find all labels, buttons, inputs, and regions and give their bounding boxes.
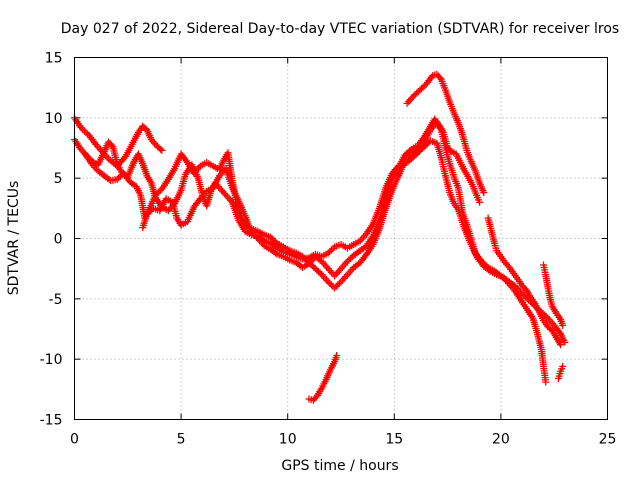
series-track-f — [484, 214, 565, 349]
x-tick-label: 20 — [492, 432, 510, 448]
series-track-g — [540, 261, 567, 329]
chart-title: Day 027 of 2022, Sidereal Day-to-day VTE… — [61, 21, 619, 37]
series-marks — [139, 115, 484, 280]
x-axis-label: GPS time / hours — [281, 458, 398, 474]
y-tick-label: 0 — [54, 232, 63, 248]
tick-layer: 0 5 10 15 20 25 -15 -10 -5 0 5 10 15 — [40, 51, 617, 448]
plot-frame — [74, 57, 608, 420]
x-tick-label: 15 — [385, 432, 403, 448]
series-track-d — [139, 115, 484, 280]
series-marks — [305, 352, 341, 404]
series-track-i — [555, 362, 567, 382]
x-tick-label: 0 — [70, 432, 79, 448]
series-marks — [403, 70, 488, 197]
data-layer — [71, 70, 569, 404]
series-track-h — [305, 352, 341, 404]
series-marks — [484, 214, 565, 349]
y-tick-label: -10 — [40, 352, 63, 368]
x-tick-label: 10 — [279, 432, 297, 448]
y-axis-label: SDTVAR / TECUs — [6, 181, 22, 296]
y-tick-label: 5 — [54, 171, 63, 187]
grid-layer — [74, 57, 608, 420]
x-tick-label: 25 — [599, 432, 617, 448]
series-marks — [555, 362, 567, 382]
series-marks — [540, 261, 567, 329]
y-tick-label: -5 — [49, 292, 63, 308]
series-track-e — [403, 70, 488, 197]
y-tick-label: -15 — [40, 413, 63, 429]
y-tick-label: 15 — [45, 51, 63, 67]
x-tick-label: 5 — [177, 432, 186, 448]
y-tick-label: 10 — [45, 111, 63, 127]
